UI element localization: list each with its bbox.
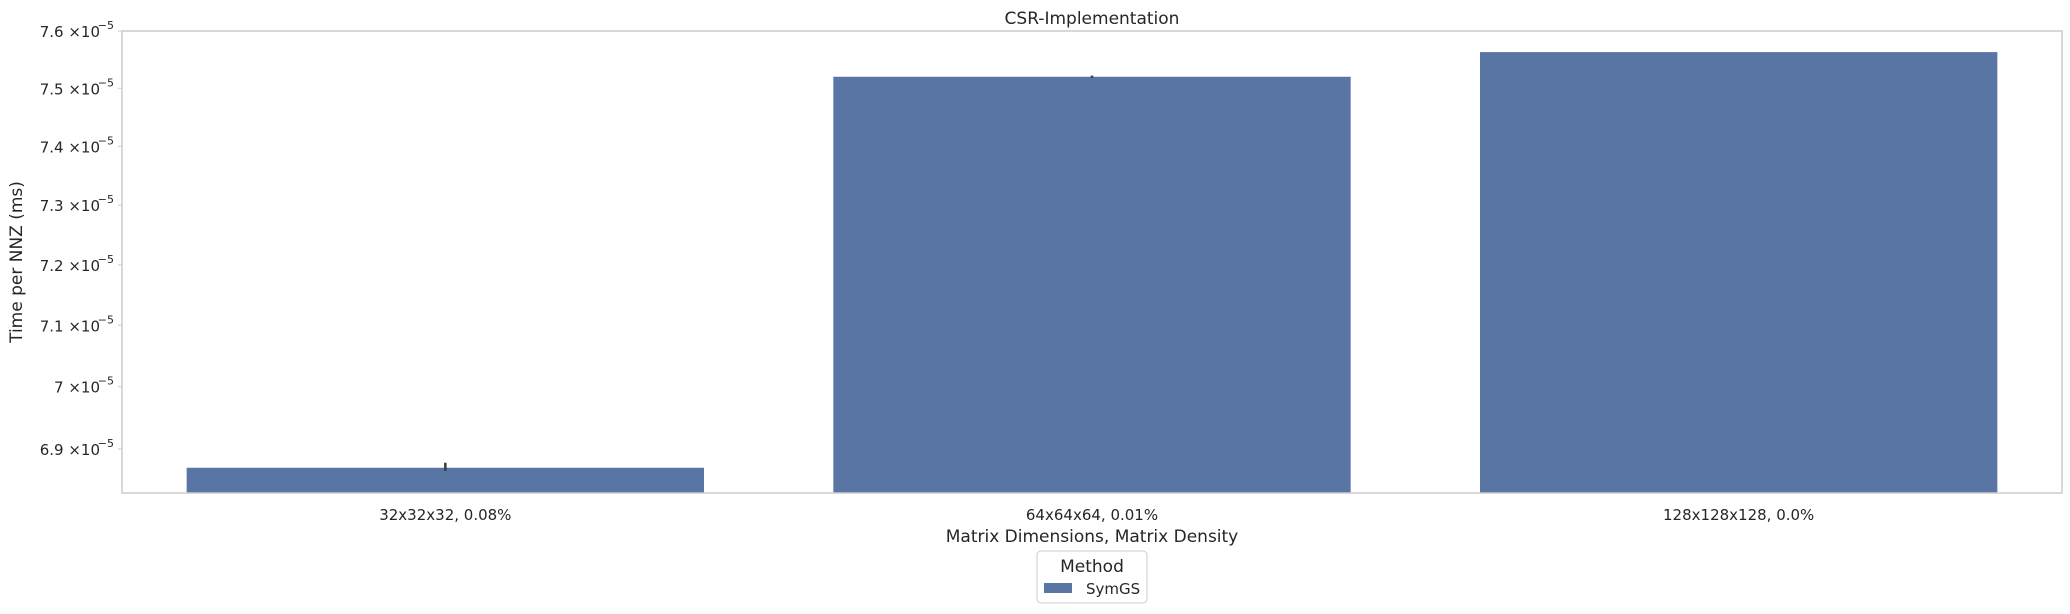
y-tick-label-4: 7.3 ×10: [40, 197, 100, 215]
x-axis-ticks: 32x32x32, 0.08% 64x64x64, 0.01% 128x128x12…: [379, 506, 1814, 524]
bar-symgs-2: [1480, 52, 1998, 493]
chart-title: CSR-Implementation: [1005, 9, 1180, 29]
x-axis-label: Matrix Dimensions, Matrix Density: [946, 527, 1239, 547]
bar-symgs-1: [833, 76, 1351, 493]
x-tick-label-0: 32x32x32, 0.08%: [379, 506, 511, 524]
y-tick-exponent-3: −5: [98, 253, 114, 266]
y-tick-label-2: 7.1 ×10: [40, 317, 100, 335]
legend-title: Method: [1060, 557, 1124, 577]
y-tick-label-6: 7.5 ×10: [40, 80, 100, 98]
x-tick-label-2: 128x128x128, 0.0%: [1663, 506, 1814, 524]
y-tick-exponent-5: −5: [98, 134, 114, 147]
y-tick-label-5: 7.4 ×10: [40, 138, 100, 156]
error-bars-layer: [444, 75, 1094, 471]
y-tick-label-1: 7 ×10: [54, 379, 100, 397]
y-tick-exponent-0: −5: [98, 437, 114, 450]
legend-label-symgs: SymGS: [1086, 580, 1140, 598]
x-tick-label-1: 64x64x64, 0.01%: [1026, 506, 1158, 524]
y-tick-label-0: 6.9 ×10: [40, 441, 100, 459]
y-tick-exponent-2: −5: [98, 313, 114, 326]
y-tick-label-3: 7.2 ×10: [40, 257, 100, 275]
y-tick-exponent-1: −5: [98, 375, 114, 388]
y-tick-exponent-4: −5: [98, 193, 114, 206]
y-axis-label: Time per NNZ (ms): [7, 181, 27, 344]
plot-frame: [121, 30, 2063, 494]
bar-symgs-0: [186, 467, 704, 493]
y-tick-exponent-6: −5: [98, 76, 114, 89]
bars-layer: [186, 52, 1998, 493]
y-axis-ticks: 6.9 ×10−57 ×10−57.1 ×10−57.2 ×10−57.3 ×1…: [40, 19, 122, 459]
legend: Method SymGS: [1036, 550, 1148, 604]
legend-swatch-symgs: [1044, 583, 1072, 593]
y-tick-label-7: 7.6 ×10: [40, 23, 100, 41]
y-tick-exponent-7: −5: [98, 19, 114, 32]
